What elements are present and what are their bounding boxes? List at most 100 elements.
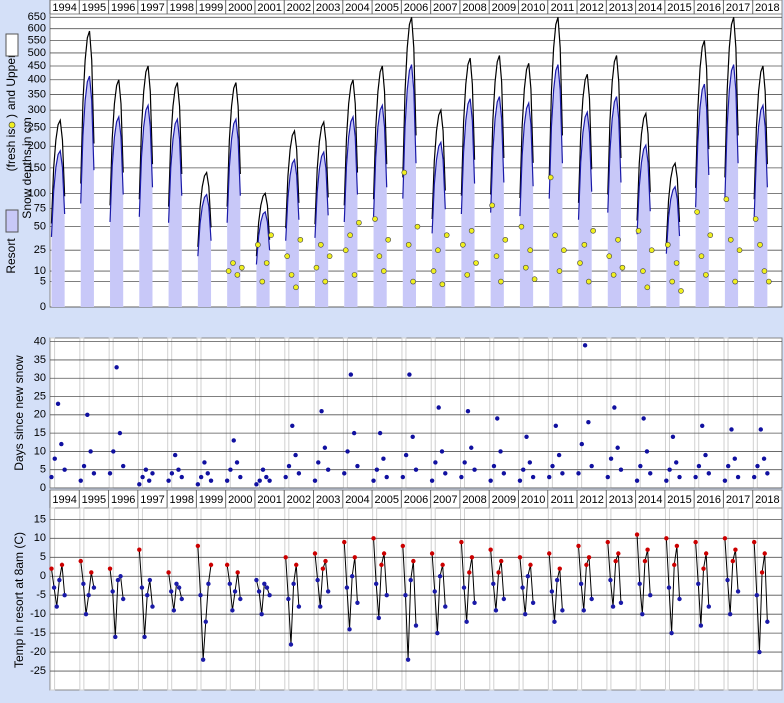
temp-point	[206, 582, 210, 586]
days-point	[261, 468, 265, 472]
x-tick-label: 2006	[404, 494, 428, 506]
fresh-snow-point	[528, 248, 533, 253]
y-tick-label: 200	[28, 140, 46, 152]
y-tick-label: 15	[34, 513, 46, 525]
temp-point	[225, 563, 229, 567]
y-tick-label: 600	[28, 23, 46, 35]
plot-area	[50, 338, 782, 488]
days-point	[762, 457, 766, 461]
y-tick-label: 0	[40, 482, 46, 494]
temp-point	[552, 620, 556, 624]
days-point	[700, 424, 704, 428]
temp-point	[355, 601, 359, 605]
temp-point	[291, 582, 295, 586]
temp-point	[150, 604, 154, 608]
days-point	[589, 464, 593, 468]
fresh-snow-point	[724, 197, 729, 202]
temp-point	[728, 612, 732, 616]
fresh-snow-point	[343, 248, 348, 253]
days-point	[733, 457, 737, 461]
fresh-snow-point	[557, 269, 562, 274]
temp-point	[113, 635, 117, 639]
fresh-snow-point	[356, 220, 361, 225]
temp-point	[315, 578, 319, 582]
x-tick-label: 2016	[697, 2, 721, 14]
temp-point	[763, 551, 767, 555]
y-tick-label: 5	[40, 275, 46, 287]
days-point	[118, 431, 122, 435]
temp-point	[62, 593, 66, 597]
temp-point	[699, 623, 703, 627]
days-point	[59, 442, 63, 446]
fresh-snow-point	[649, 248, 654, 253]
temp-point	[79, 559, 83, 563]
temp-point	[637, 582, 641, 586]
days-point	[79, 478, 83, 482]
days-point	[609, 457, 613, 461]
temp-point	[723, 536, 727, 540]
fresh-snow-point	[469, 228, 474, 233]
fresh-snow-point	[289, 272, 294, 277]
temp-point	[382, 551, 386, 555]
temp-point	[137, 548, 141, 552]
days-point	[641, 416, 645, 420]
days-point	[466, 409, 470, 413]
temp-point	[616, 551, 620, 555]
days-point	[440, 449, 444, 453]
temp-point	[701, 566, 705, 570]
days-point	[560, 471, 564, 475]
days-point	[137, 482, 141, 486]
x-tick-label: 1994	[52, 494, 76, 506]
x-tick-label: 2003	[316, 494, 340, 506]
days-point	[121, 464, 125, 468]
days-point	[180, 475, 184, 479]
fresh-snow-point	[490, 203, 495, 208]
days-point	[580, 442, 584, 446]
y-tick-label: 50	[34, 221, 46, 233]
temp-point	[267, 593, 271, 597]
days-point	[375, 468, 379, 472]
fresh-snow-point	[591, 228, 596, 233]
x-tick-label: 2002	[287, 2, 311, 14]
days-point	[765, 471, 769, 475]
days-point	[443, 471, 447, 475]
temp-point	[110, 589, 114, 593]
y-tick-label: 450	[28, 60, 46, 72]
days-point	[612, 405, 616, 409]
temp-point	[672, 563, 676, 567]
days-point	[228, 468, 232, 472]
days-point	[521, 468, 525, 472]
days-point	[49, 475, 53, 479]
days-point	[267, 478, 271, 482]
temp-point	[235, 570, 239, 574]
temp-point	[180, 597, 184, 601]
days-point	[736, 475, 740, 479]
y-tick-label: 350	[28, 88, 46, 100]
temp-point	[342, 540, 346, 544]
y-tick-label: 0	[40, 301, 46, 313]
y-tick-label: 15	[34, 427, 46, 439]
temp-point	[669, 631, 673, 635]
fresh-snow-point	[523, 265, 528, 270]
days-point	[82, 464, 86, 468]
plot-area	[50, 508, 782, 690]
days-point	[206, 471, 210, 475]
x-tick-label: 2004	[345, 494, 369, 506]
x-tick-label: 2012	[579, 2, 603, 14]
temp-point	[707, 604, 711, 608]
days-point	[202, 460, 206, 464]
temp-point	[611, 604, 615, 608]
days-point	[557, 453, 561, 457]
temp-point	[403, 593, 407, 597]
x-tick-label: 2018	[755, 494, 779, 506]
temp-point	[297, 604, 301, 608]
temp-point	[584, 563, 588, 567]
temp-point	[345, 585, 349, 589]
fresh-snow-point	[264, 260, 269, 265]
x-tick-label: 2002	[287, 494, 311, 506]
x-tick-label: 2009	[492, 494, 516, 506]
temp-point	[347, 627, 351, 631]
temp-point	[470, 555, 474, 559]
x-tick-label: 2001	[257, 494, 281, 506]
